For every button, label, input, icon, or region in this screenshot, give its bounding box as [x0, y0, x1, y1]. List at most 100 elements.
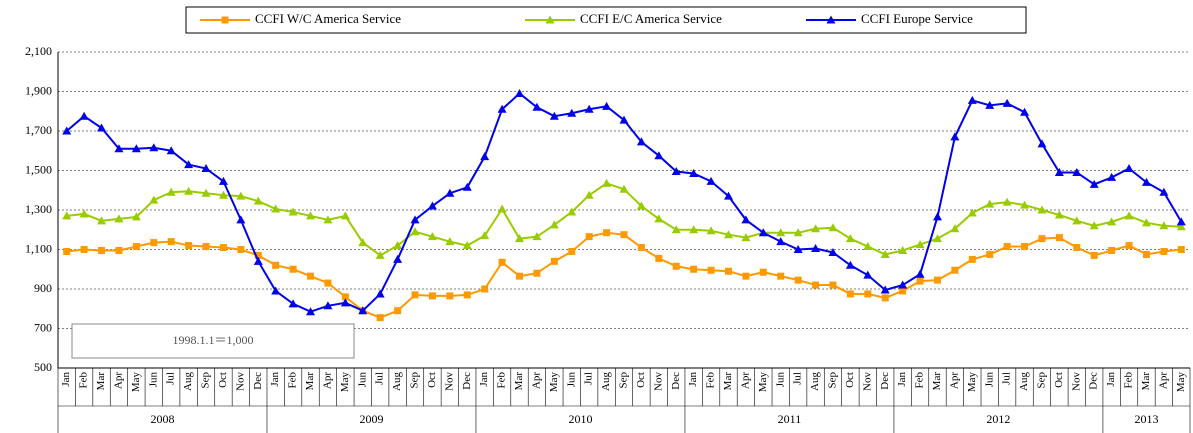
- y-tick-label: 1,700: [25, 123, 52, 137]
- x-tick-label: Feb: [496, 371, 508, 388]
- marker: [758, 228, 768, 237]
- year-label: 2013: [1134, 412, 1158, 426]
- marker: [1107, 217, 1117, 226]
- marker: [462, 182, 472, 191]
- x-tick-label: Mar: [722, 372, 734, 391]
- x-tick-label: Jan: [478, 372, 490, 387]
- x-tick-label: Oct: [844, 372, 856, 388]
- marker: [742, 272, 750, 280]
- x-tick-label: May: [757, 372, 769, 393]
- marker: [567, 207, 577, 216]
- marker: [184, 160, 194, 169]
- marker: [463, 291, 471, 299]
- marker: [515, 234, 525, 243]
- marker: [549, 111, 559, 120]
- x-tick-label: Dec: [879, 372, 891, 390]
- marker: [986, 250, 994, 258]
- marker: [1054, 210, 1064, 219]
- x-tick-label: Sep: [827, 372, 839, 389]
- x-tick-label: Jun: [356, 372, 368, 388]
- marker: [1176, 217, 1186, 226]
- marker: [358, 306, 368, 315]
- marker: [603, 229, 611, 237]
- x-tick-label: Aug: [600, 372, 612, 391]
- marker: [741, 233, 751, 242]
- marker: [62, 126, 72, 135]
- marker: [410, 227, 420, 236]
- x-tick-label: Jul: [792, 372, 804, 385]
- marker: [236, 191, 246, 200]
- y-tick-label: 1,500: [25, 162, 52, 176]
- marker: [166, 187, 176, 196]
- marker: [1107, 172, 1117, 181]
- x-tick-label: Aug: [182, 372, 194, 391]
- marker: [149, 195, 159, 204]
- marker: [324, 279, 332, 287]
- marker: [568, 247, 576, 255]
- x-tick-label: May: [339, 372, 351, 393]
- marker: [690, 265, 698, 273]
- marker: [428, 292, 436, 300]
- marker: [723, 191, 733, 200]
- x-tick-label: Mar: [304, 372, 316, 391]
- marker: [545, 15, 555, 24]
- marker: [828, 247, 838, 256]
- marker: [1108, 246, 1116, 254]
- marker: [549, 220, 559, 229]
- marker: [218, 176, 228, 185]
- marker: [1020, 107, 1030, 116]
- x-tick-label: Apr: [1157, 372, 1169, 389]
- x-tick-label: Aug: [809, 372, 821, 391]
- x-tick-label: Mar: [513, 372, 525, 391]
- marker: [1072, 167, 1082, 176]
- x-tick-label: Jan: [896, 372, 908, 387]
- x-tick-label: Feb: [705, 372, 717, 389]
- marker: [812, 281, 820, 289]
- y-tick-label: 700: [34, 320, 52, 334]
- x-tick-label: Mar: [1140, 372, 1152, 391]
- marker: [253, 256, 263, 265]
- marker: [915, 240, 925, 249]
- marker: [97, 216, 107, 225]
- grid: [58, 51, 1190, 369]
- x-tick-label: Aug: [391, 372, 403, 391]
- x-tick-label: May: [548, 372, 560, 393]
- x-tick-label: May: [130, 372, 142, 393]
- marker: [131, 144, 141, 153]
- marker: [132, 243, 140, 251]
- marker: [1054, 167, 1064, 176]
- marker: [602, 101, 612, 110]
- marker: [620, 231, 628, 239]
- marker: [411, 291, 419, 299]
- marker: [898, 245, 908, 254]
- series-line: [66, 182, 1182, 257]
- marker: [114, 214, 124, 223]
- marker: [829, 281, 837, 289]
- x-tick-label: Jan: [60, 372, 72, 387]
- marker: [201, 164, 211, 173]
- marker: [498, 258, 506, 266]
- marker: [845, 260, 855, 269]
- marker: [271, 286, 281, 295]
- marker: [532, 102, 542, 111]
- marker: [79, 209, 89, 218]
- x-tick-label: Jul: [583, 372, 595, 385]
- x-tick-label: May: [966, 372, 978, 393]
- marker: [550, 257, 558, 265]
- marker: [410, 215, 420, 224]
- marker: [306, 211, 316, 220]
- marker: [951, 266, 959, 274]
- marker: [98, 246, 106, 254]
- marker: [584, 190, 594, 199]
- x-tick-label: Apr: [739, 372, 751, 389]
- marker: [115, 246, 123, 254]
- marker: [636, 137, 646, 146]
- x-tick-label: Nov: [652, 372, 664, 391]
- x-tick-label: Oct: [217, 372, 229, 388]
- marker: [898, 280, 908, 289]
- x-tick-label: Feb: [78, 372, 90, 389]
- marker: [776, 228, 786, 237]
- y-tick-label: 1,100: [25, 241, 52, 255]
- marker: [1125, 242, 1133, 250]
- year-label: 2010: [568, 412, 592, 426]
